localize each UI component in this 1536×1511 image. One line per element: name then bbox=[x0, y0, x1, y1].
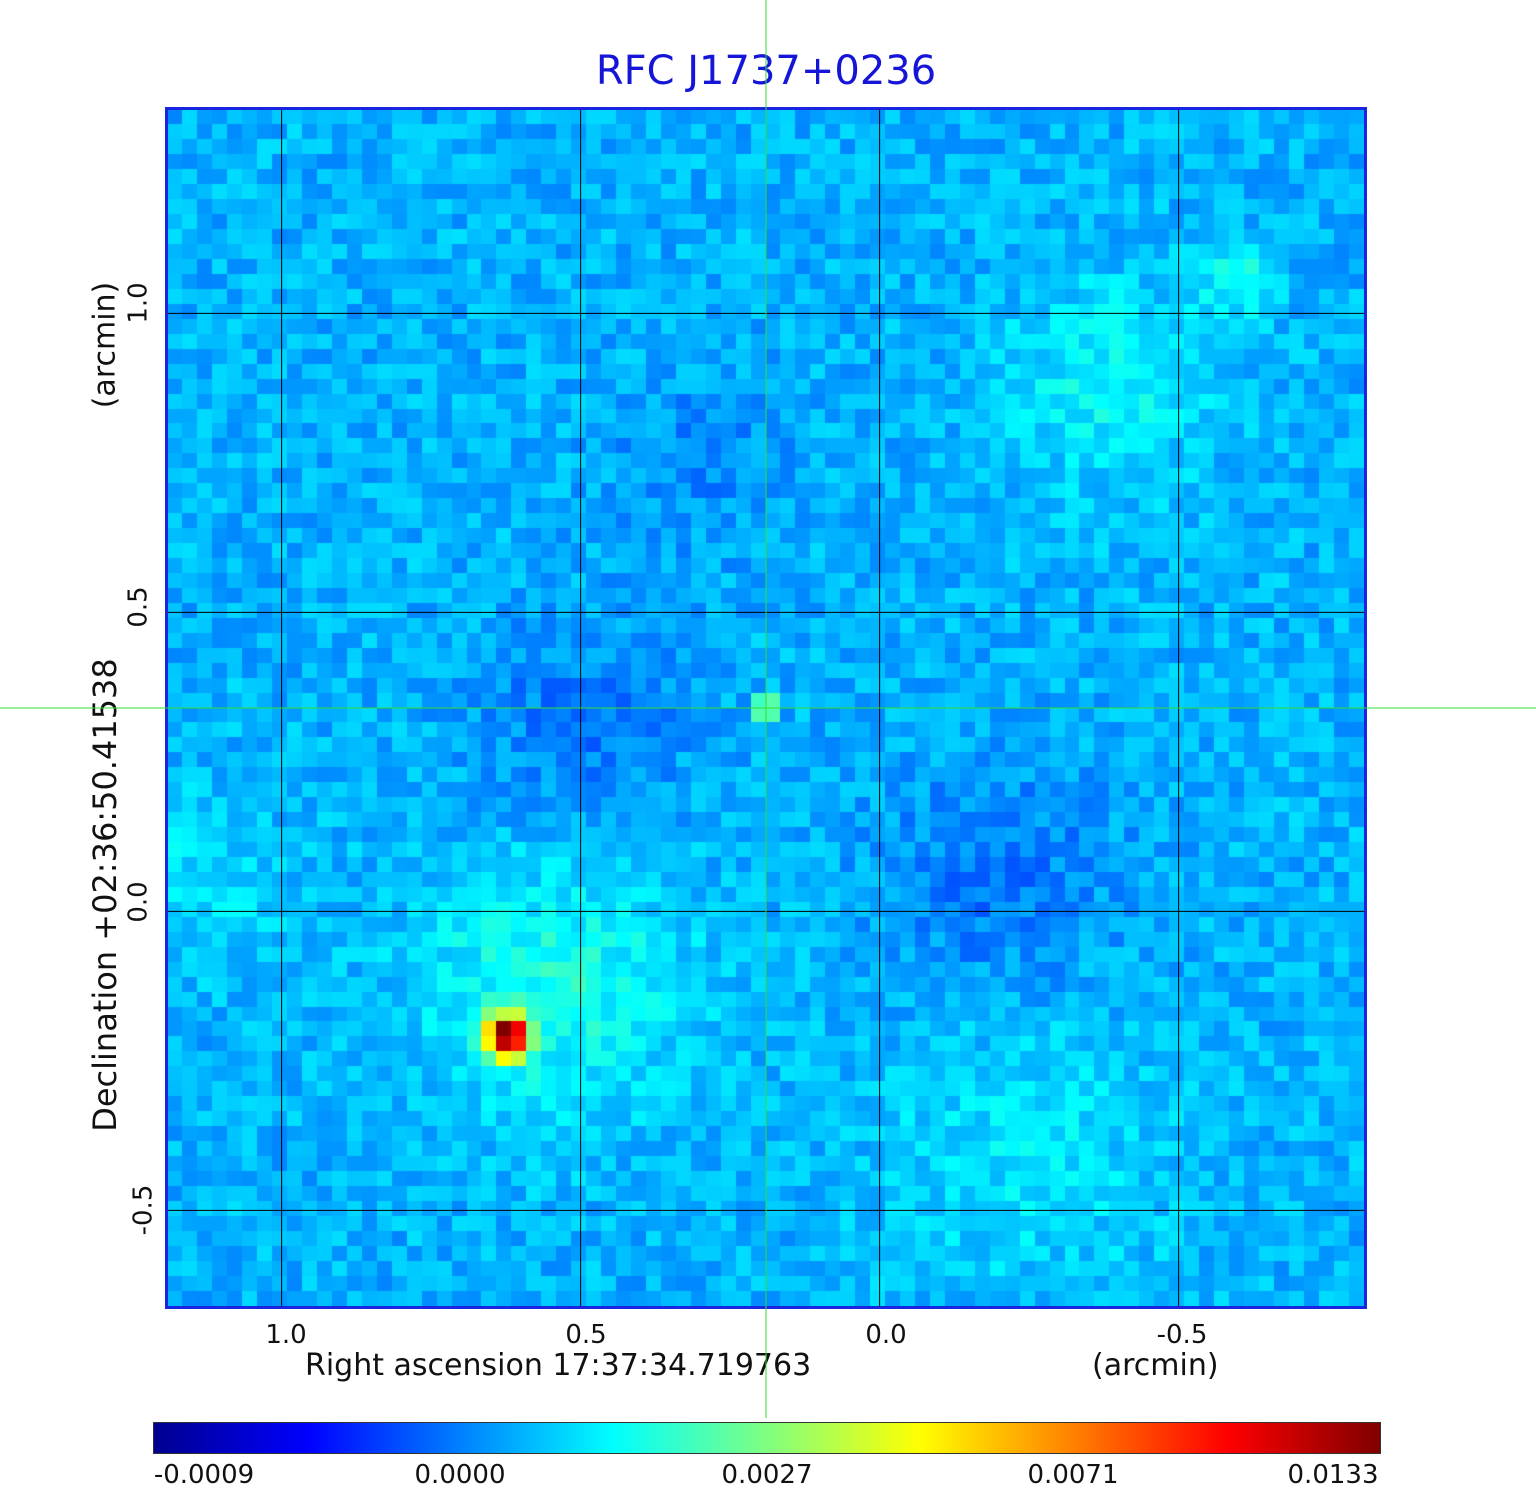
colorbar-tick-label: 0.0000 bbox=[414, 1460, 506, 1490]
colorbar bbox=[153, 1422, 1381, 1454]
y-tick-label: 0.0 bbox=[123, 881, 154, 923]
y-tick-label: -0.5 bbox=[128, 1184, 159, 1236]
colorbar-tick-label: 0.0071 bbox=[1027, 1460, 1119, 1490]
x-tick-label: 0.0 bbox=[865, 1320, 907, 1350]
x-tick-label: 0.5 bbox=[565, 1320, 607, 1350]
colorbar-tick-label: 0.0027 bbox=[721, 1460, 813, 1490]
x-tick-label: -0.5 bbox=[1156, 1320, 1208, 1350]
x-axis-label: Right ascension 17:37:34.719763 bbox=[305, 1348, 812, 1383]
y-tick-label: 1.0 bbox=[123, 282, 154, 324]
y-tick-label: 0.5 bbox=[123, 586, 154, 628]
y-axis-label: Declination +02:36:50.41538 bbox=[86, 658, 124, 1132]
coordinate-grid bbox=[168, 110, 1364, 1306]
x-axis-unit: (arcmin) bbox=[1092, 1348, 1219, 1383]
x-tick-label: 1.0 bbox=[265, 1320, 307, 1350]
y-axis-unit: (arcmin) bbox=[87, 281, 123, 409]
chart-title: RFC J1737+0236 bbox=[595, 48, 937, 94]
colorbar-tick-label: 0.0133 bbox=[1287, 1460, 1379, 1490]
heatmap-plot-area[interactable] bbox=[165, 107, 1367, 1309]
colorbar-tick-label: -0.0009 bbox=[153, 1460, 255, 1490]
